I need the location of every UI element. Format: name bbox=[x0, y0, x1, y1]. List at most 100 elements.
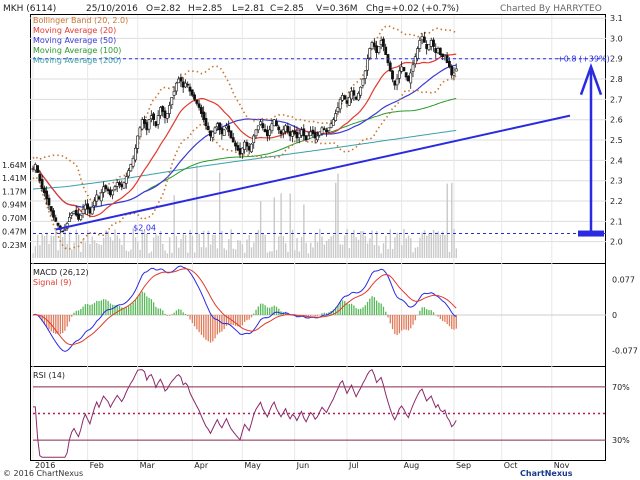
candle-body bbox=[434, 48, 438, 53]
volume-bar bbox=[316, 242, 319, 258]
macd-histogram-bar bbox=[401, 315, 403, 331]
candle-body bbox=[284, 125, 287, 132]
volume-bar bbox=[205, 247, 207, 258]
volume-bar bbox=[266, 252, 269, 258]
volume-bar bbox=[198, 233, 200, 258]
volume-bar bbox=[380, 253, 382, 258]
close-label: C=2.85 bbox=[270, 4, 304, 14]
volume-bar bbox=[96, 243, 98, 258]
macd-histogram-bar bbox=[73, 312, 75, 315]
macd-histogram-bar bbox=[357, 309, 360, 315]
volume-tick-label: 1.64M bbox=[2, 161, 27, 170]
macd-histogram-bar bbox=[180, 309, 182, 315]
volume-bar bbox=[98, 244, 100, 258]
candle-body bbox=[345, 100, 349, 104]
candle-body bbox=[343, 95, 347, 100]
macd-histogram-bar bbox=[369, 298, 371, 315]
price-tick-label: 2.4 bbox=[610, 156, 623, 165]
charted-by-label: Charted By HARRYTEO bbox=[500, 4, 602, 14]
candle-body bbox=[138, 127, 142, 138]
volume-bar bbox=[389, 229, 392, 258]
macd-histogram-bar bbox=[198, 315, 200, 333]
candle-body bbox=[297, 133, 301, 139]
macd-histogram-bar bbox=[278, 308, 280, 315]
price-tick-label: 2.3 bbox=[610, 177, 623, 186]
candle-body bbox=[366, 58, 369, 71]
candle-body bbox=[409, 72, 413, 84]
candle-body bbox=[327, 127, 331, 131]
volume-bar bbox=[298, 251, 301, 258]
volume-bar bbox=[141, 230, 144, 258]
volume-bar bbox=[262, 233, 264, 258]
volume-bar bbox=[335, 182, 337, 258]
macd-histogram-bar bbox=[366, 301, 369, 315]
volume-bar bbox=[116, 235, 118, 258]
macd-histogram-bar bbox=[253, 313, 255, 315]
bollinger-lower bbox=[32, 75, 457, 250]
macd-tick-label: -0.077 bbox=[612, 347, 638, 356]
volume-bar bbox=[80, 251, 82, 258]
volume-bar bbox=[32, 253, 34, 258]
candle-body bbox=[288, 131, 292, 137]
candle-body bbox=[74, 209, 78, 216]
candle-body bbox=[259, 121, 262, 125]
volume-bar bbox=[382, 243, 385, 258]
month-tick-label: 2016 bbox=[35, 461, 55, 470]
candle-body bbox=[277, 126, 281, 131]
candle-body bbox=[211, 131, 215, 138]
candle-body bbox=[441, 53, 444, 57]
volume-bar bbox=[239, 240, 241, 258]
candle-body bbox=[95, 194, 99, 202]
volume-bar bbox=[446, 183, 448, 258]
macd-histogram-bar bbox=[394, 315, 396, 334]
candle-body bbox=[393, 80, 397, 86]
volume-bar bbox=[61, 236, 64, 258]
macd-histogram-bar bbox=[157, 308, 159, 315]
volume-bar bbox=[218, 172, 221, 258]
volume-bar bbox=[112, 240, 114, 258]
volume-bar bbox=[187, 252, 189, 258]
macd-histogram-bar bbox=[435, 315, 437, 316]
candle-body bbox=[120, 184, 124, 188]
macd-histogram-bar bbox=[437, 315, 439, 317]
volume-bar bbox=[414, 247, 417, 258]
candle-body bbox=[416, 48, 419, 59]
candle-body bbox=[418, 40, 422, 49]
candle-body bbox=[420, 36, 424, 41]
volume-bar bbox=[439, 234, 442, 258]
price-tick-label: 2.1 bbox=[610, 217, 623, 226]
volume-bar bbox=[278, 236, 280, 258]
candle-body bbox=[140, 119, 144, 130]
price-tick-label: 2.0 bbox=[610, 238, 623, 247]
candle-body bbox=[382, 38, 385, 47]
candle-body bbox=[215, 123, 219, 128]
candle-body bbox=[306, 135, 310, 140]
volume-bar bbox=[453, 228, 455, 258]
volume-bar bbox=[143, 230, 146, 258]
candle-body bbox=[149, 115, 153, 120]
volume-bar bbox=[319, 228, 321, 258]
candle-body bbox=[127, 170, 130, 177]
candle-body bbox=[236, 145, 240, 151]
candle-body bbox=[227, 125, 231, 133]
volume-bar bbox=[423, 230, 426, 258]
candle-body bbox=[83, 204, 87, 210]
volume-bar bbox=[294, 250, 296, 258]
macd-histogram-bar bbox=[298, 315, 300, 318]
candle-body bbox=[72, 210, 76, 214]
volume-bars bbox=[32, 164, 458, 258]
volume-bar bbox=[46, 232, 48, 258]
macd-histogram-bar bbox=[259, 303, 262, 315]
macd-histogram-bar bbox=[412, 315, 414, 325]
candle-body bbox=[295, 131, 299, 139]
macd-histogram-bar bbox=[387, 315, 389, 318]
price-tick-label: 2.5 bbox=[610, 136, 623, 145]
candle-body bbox=[270, 123, 274, 132]
candle-body bbox=[104, 185, 108, 190]
volume-bar bbox=[182, 233, 184, 258]
candle-body bbox=[179, 77, 183, 82]
candle-body bbox=[61, 230, 64, 233]
candle-body bbox=[106, 188, 110, 192]
macd-histogram-bar bbox=[187, 315, 189, 317]
macd-histogram-bar bbox=[451, 315, 453, 330]
